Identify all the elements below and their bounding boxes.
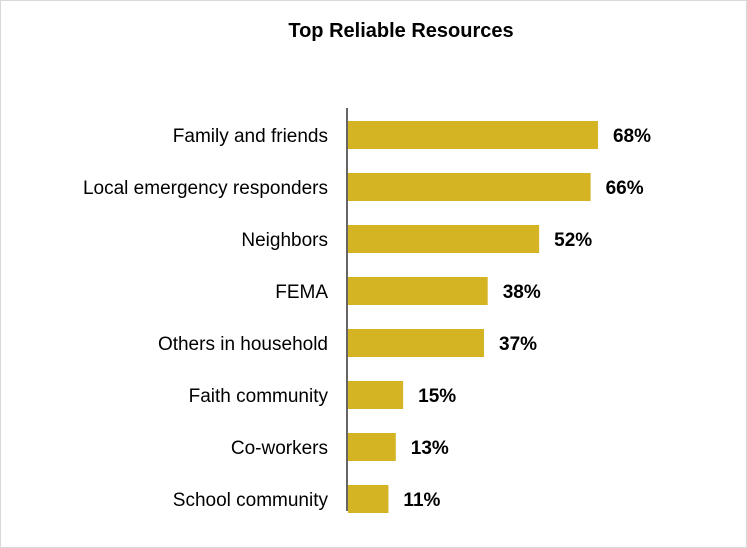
category-label-5: Faith community — [189, 386, 329, 407]
bars-group: Family and friends 68% Local emergency res… — [83, 121, 651, 513]
value-label-1: 66% — [606, 178, 644, 199]
category-label-0: Family and friends — [173, 126, 328, 147]
value-label-5: 15% — [418, 386, 456, 407]
bar-7 — [348, 485, 389, 513]
bar-5 — [348, 381, 404, 409]
bar-0 — [348, 121, 598, 149]
category-label-1: Local emergency responders — [83, 178, 328, 199]
bar-3 — [348, 277, 488, 305]
bar-2 — [348, 225, 540, 253]
value-label-4: 37% — [499, 334, 537, 355]
category-label-6: Co-workers — [231, 438, 328, 459]
value-label-3: 38% — [503, 282, 541, 303]
value-label-7: 11% — [403, 490, 440, 511]
category-label-7: School community — [173, 490, 329, 511]
category-label-3: FEMA — [275, 282, 328, 303]
category-label-2: Neighbors — [241, 230, 328, 251]
chart-title: Top Reliable Resources — [288, 20, 514, 42]
bar-1 — [348, 173, 591, 201]
category-label-4: Others in household — [158, 334, 328, 355]
bar-4 — [348, 329, 485, 357]
bar-6 — [348, 433, 396, 461]
value-label-2: 52% — [554, 230, 592, 251]
value-label-6: 13% — [411, 438, 449, 459]
value-label-0: 68% — [613, 126, 651, 147]
